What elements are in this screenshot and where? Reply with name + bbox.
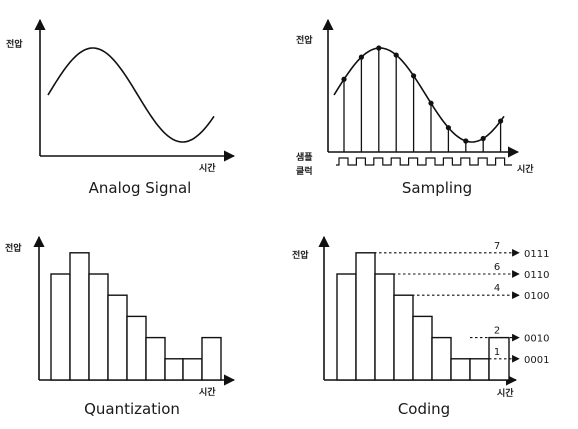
sample-point [358,54,364,60]
sample-point [445,125,451,131]
code-level-label: 2 [494,326,500,337]
code-level-label: 4 [494,283,500,294]
quantization-caption: Quantization [84,400,180,418]
quantization-time-label: 시간 [199,386,216,398]
level-bar [431,336,452,381]
sampling-caption: Sampling [402,179,472,197]
sample-point [376,45,382,51]
quantization-voltage-label: 전압 [5,242,22,254]
level-bar [201,336,222,381]
sample-point [411,73,417,79]
analog-caption: Analog Signal [89,179,192,197]
level-bar [450,358,471,381]
level-bar [374,273,395,381]
code-value-label: 0001 [524,355,549,366]
sample-point [341,76,347,82]
clock-label-line2: 클럭 [296,165,313,177]
code-value-label: 0111 [524,249,549,260]
clock-label-line1: 샘플 [296,151,313,163]
code-value-label: 0110 [524,270,549,281]
sample-lines [343,48,502,152]
coding-panel: 전압 시간 7 0111 6 0110 4 0100 2 0010 1 0001 Coding [292,235,549,418]
level-bar [355,252,376,381]
level-bar [50,273,71,381]
quantization-bars [50,252,222,381]
coding-bars [336,252,510,381]
sample-point [463,138,469,144]
analog-wave [47,47,215,143]
coding-caption: Coding [398,400,450,418]
level-bar [412,315,433,381]
sample-point [498,118,504,124]
code-value-label: 0010 [524,334,549,345]
level-bar [182,358,203,381]
analog-time-label: 시간 [199,162,216,174]
sample-point [428,100,434,106]
level-bar [393,294,414,381]
level-bar [88,273,109,381]
coding-voltage-label: 전압 [292,249,309,261]
sample-dots [341,45,504,144]
sampling-panel: 전압 시간 샘플 클럭 Sampling [296,18,534,197]
code-level-label: 7 [494,241,500,252]
sampling-time-label: 시간 [517,163,534,175]
sampling-wave [333,47,505,143]
level-bar [126,315,147,381]
coding-guides: 7 0111 6 0110 4 0100 2 0010 1 0001 [374,241,549,366]
sample-point [480,135,486,142]
code-level-label: 1 [494,347,500,358]
sample-clock-pulses [336,157,512,166]
level-bar [469,358,490,381]
level-bar [164,358,184,381]
level-bar [69,252,90,381]
coding-time-label: 시간 [497,387,514,399]
level-bar [107,294,128,381]
level-bar [145,336,166,381]
code-level-label: 6 [494,262,500,273]
analog-voltage-label: 전압 [6,38,23,50]
analog-panel: 전압 시간 Analog Signal [6,18,236,197]
sample-point [393,52,399,58]
sampling-voltage-label: 전압 [296,34,313,46]
level-bar [336,273,357,381]
code-value-label: 0100 [524,291,549,302]
quantization-panel: 전압 시간 Quantization [5,235,236,418]
